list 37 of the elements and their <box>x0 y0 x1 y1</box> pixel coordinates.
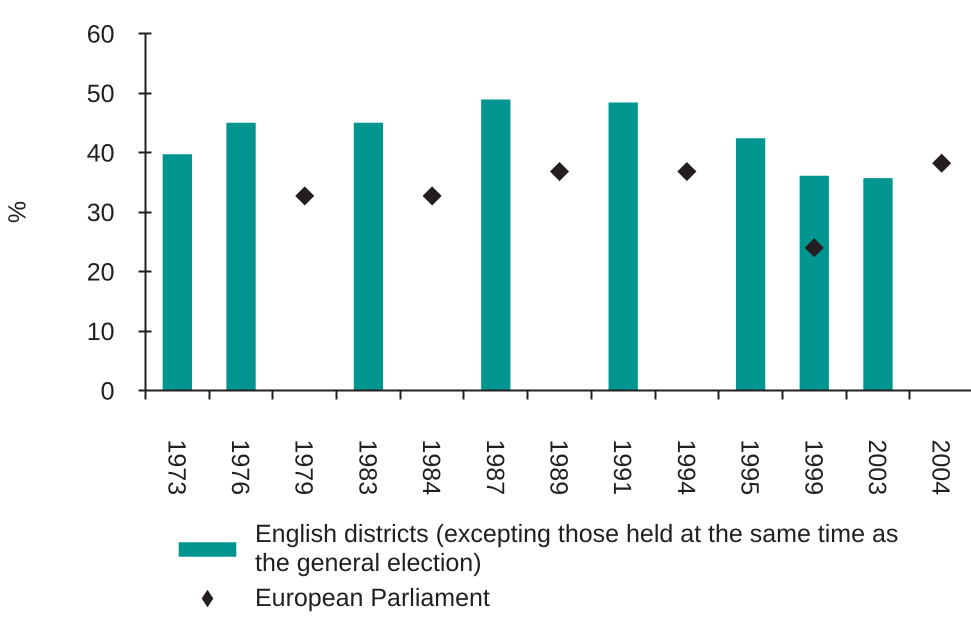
x-tick-label: 2004 <box>926 440 955 496</box>
point <box>932 154 952 173</box>
bar <box>800 176 829 390</box>
y-tick-label: 0 <box>100 378 114 406</box>
x-tick-label: 1983 <box>353 440 382 496</box>
y-tick-label: 40 <box>86 140 115 168</box>
bar <box>863 178 893 390</box>
x-tick-label: 1973 <box>162 440 190 496</box>
y-tick-label: 50 <box>86 80 115 108</box>
y-tick-label: 20 <box>86 258 115 286</box>
x-tick-label: 1995 <box>736 440 764 496</box>
point <box>677 162 696 182</box>
x-tick-label: 1976 <box>226 440 254 496</box>
bar <box>354 122 384 390</box>
x-tick-label: 1979 <box>290 440 318 496</box>
x-tick-label: 1987 <box>480 440 509 496</box>
y-axis-title: % <box>4 200 32 224</box>
bar <box>226 122 256 390</box>
x-tick-label: 1991 <box>608 440 636 496</box>
bar <box>736 138 766 390</box>
x-tick-label: 1984 <box>417 440 446 496</box>
x-tick-label: 2003 <box>862 440 891 496</box>
x-tick-label: 1994 <box>672 440 700 496</box>
x-tick-label: 1989 <box>544 440 572 496</box>
point <box>550 162 570 182</box>
bar <box>481 100 510 390</box>
point <box>804 238 824 258</box>
point <box>295 186 314 206</box>
legend-label: European Parliament <box>255 584 490 612</box>
y-tick-label: 10 <box>86 318 115 346</box>
y-tick-label: 30 <box>86 199 115 227</box>
bar <box>162 154 192 390</box>
bar <box>608 102 638 390</box>
point <box>422 186 442 206</box>
y-tick-label: 60 <box>86 20 115 48</box>
x-tick-label: 1999 <box>799 440 828 496</box>
legend-label: English districts (excepting those held at the same time as the general election) <box>255 520 898 578</box>
